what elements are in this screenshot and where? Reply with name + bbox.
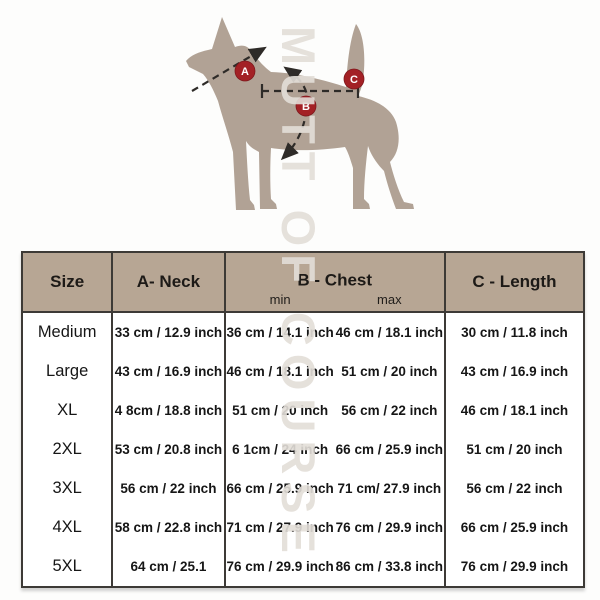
size-table-row: 2XL 53 cm / 20.8 inch 6 1cm / 24 inch 66… [23,430,583,469]
cell-neck: 56 cm / 22 inch [113,469,226,508]
cell-length: 30 cm / 11.8 inch [461,325,568,340]
chest-measure-line [280,66,309,161]
size-table-row: XL 4 8cm / 18.8 inch 51 cm / 20 inch 56 … [23,391,583,430]
size-table-header: Size A- Neck B - Chest min max C - Lengt… [23,253,583,313]
size-table-row: Large 43 cm / 16.9 inch 46 cm / 18.1 inc… [23,352,583,391]
header-chest-min-label: min [269,292,291,307]
cell-chest: 46 cm / 18.1 inch 51 cm / 20 inch [226,352,446,391]
cell-size: 5XL [23,547,114,586]
header-neck-label: A- Neck [136,272,201,291]
cell-chest-max: 86 cm / 33.8 inch [335,559,443,574]
header-length-label: C - Length [472,272,557,291]
cell-chest: 51 cm / 20 inch 56 cm / 22 inch [226,391,446,430]
svg-text:B: B [302,101,310,113]
cell-neck: 58 cm / 22.8 inch [113,508,226,547]
header-chest-label: B - Chest [297,270,373,290]
size-table: Size A- Neck B - Chest min max C - Lengt… [21,251,585,588]
cell-chest-max: 76 cm / 29.9 inch [335,520,443,535]
marker-b-chest: B [295,95,317,117]
header-chest: B - Chest min max [226,253,446,311]
cell-length: 43 cm / 16.9 inch [460,364,569,379]
cell-length: 76 cm / 29.9 inch [460,559,569,574]
size-table-row: 4XL 58 cm / 22.8 inch 71 cm / 27.9 inch … [23,508,583,547]
cell-length: 56 cm / 22 inch [466,481,563,496]
cell-neck: 4 8cm / 18.8 inch [113,391,226,430]
header-chest-minmax: min max [226,292,444,307]
neck-measure-line [191,46,267,92]
cell-chest: 6 1cm / 24 inch 66 cm / 25.9 inch [226,430,446,469]
cell-size: 4XL [23,508,114,547]
cell-neck: 53 cm / 20.8 inch [113,430,226,469]
header-size-label: Size [50,272,85,291]
cell-chest-min: 66 cm / 25.9 inch [226,481,334,496]
cell-length: 46 cm / 18.1 inch [460,403,569,418]
header-chest-max-label: max [377,292,402,307]
cell-chest-max: 46 cm / 18.1 inch [335,325,443,340]
cell-chest: 66 cm / 25.9 inch 71 cm/ 27.9 inch [226,469,446,508]
size-table-row: Medium 33 cm / 12.9 inch 36 cm / 14.1 in… [23,313,583,352]
dog-measurement-diagram: A B C [186,17,414,210]
size-table-row: 3XL 56 cm / 22 inch 66 cm / 25.9 inch 71… [23,469,583,508]
marker-c-length: C [343,68,365,90]
header-length: C - Length [446,253,583,311]
svg-text:C: C [350,74,358,86]
cell-size: Medium [23,313,114,352]
cell-chest: 76 cm / 29.9 inch 86 cm / 33.8 inch [226,547,446,586]
size-table-row: 5XL 64 cm / 25.1 76 cm / 29.9 inch 86 cm… [23,547,583,586]
marker-a-neck: A [234,60,256,82]
header-neck: A- Neck [113,253,226,311]
cell-chest-min: 6 1cm / 24 inch [232,442,329,457]
cell-chest-min: 51 cm / 20 inch [232,403,329,418]
cell-chest-min: 76 cm / 29.9 inch [226,559,334,574]
cell-size: XL [23,391,114,430]
header-size: Size [23,253,114,311]
cell-length: 51 cm / 20 inch [466,442,563,457]
cell-chest-min: 46 cm / 18.1 inch [226,364,334,379]
cell-chest-max: 66 cm / 25.9 inch [335,442,443,457]
cell-chest-min: 71 cm / 27.9 inch [226,520,334,535]
cell-neck: 33 cm / 12.9 inch [113,313,226,352]
cell-neck: 64 cm / 25.1 [113,547,226,586]
cell-length: 66 cm / 25.9 inch [460,520,569,535]
cell-size: Large [23,352,114,391]
cell-chest: 36 cm / 14.1 inch 46 cm / 18.1 inch [226,313,446,352]
size-table-body: Medium 33 cm / 12.9 inch 36 cm / 14.1 in… [23,313,583,586]
cell-chest-max: 51 cm / 20 inch [341,364,438,379]
cell-size: 2XL [23,430,114,469]
svg-text:A: A [241,66,249,78]
cell-chest: 71 cm / 27.9 inch 76 cm / 29.9 inch [226,508,446,547]
cell-neck: 43 cm / 16.9 inch [113,352,226,391]
cell-chest-min: 36 cm / 14.1 inch [226,325,334,340]
cell-size: 3XL [23,469,114,508]
cell-chest-max: 71 cm/ 27.9 inch [337,481,442,496]
cell-chest-max: 56 cm / 22 inch [341,403,438,418]
